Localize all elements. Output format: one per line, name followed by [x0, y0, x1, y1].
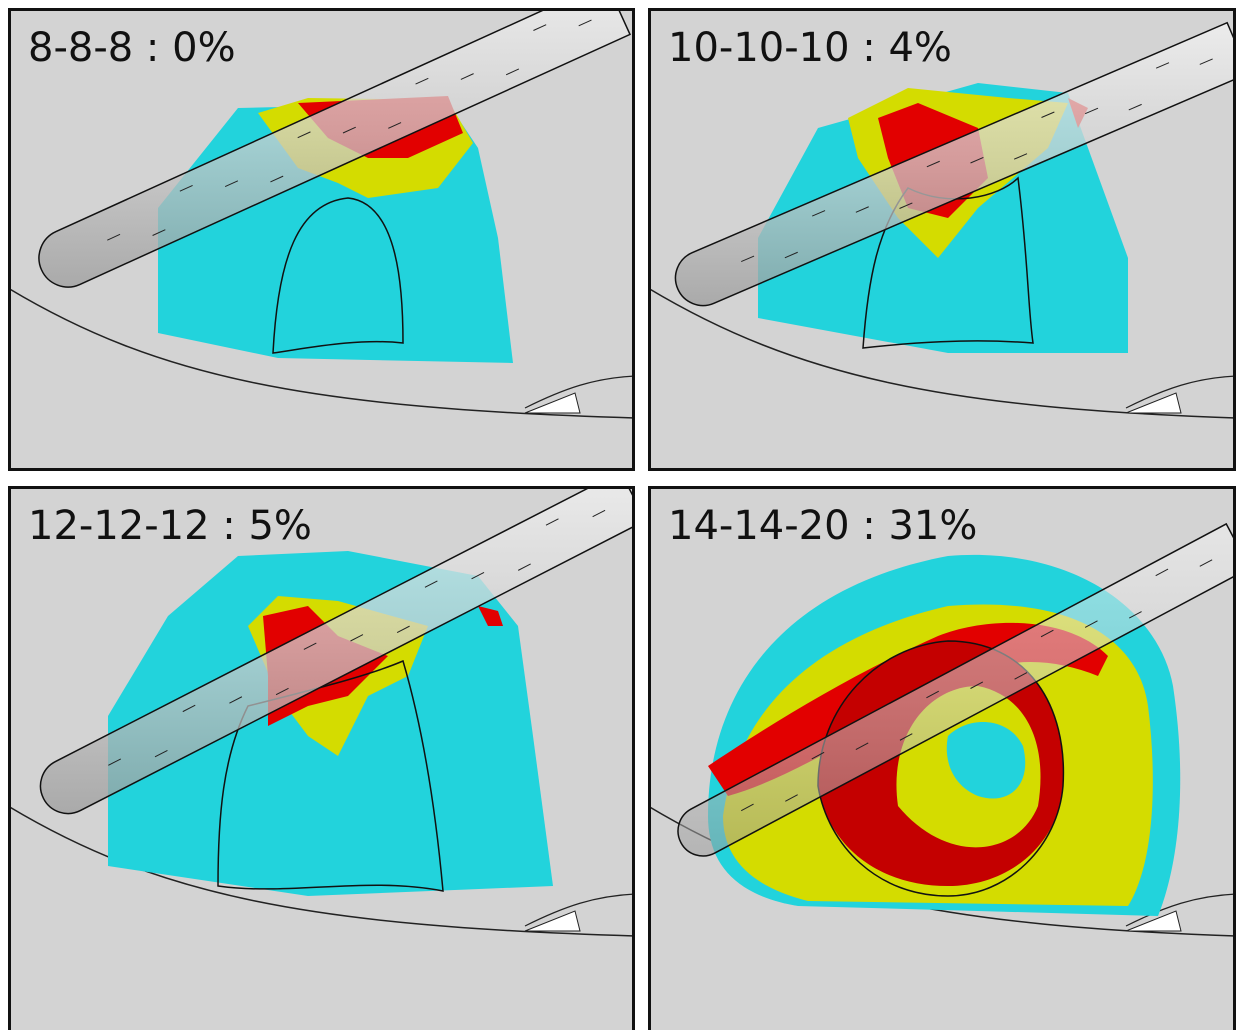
panel: 8-8-8 : 0% [8, 0, 635, 471]
panel-label: 14-14-20 : 31% [668, 503, 977, 549]
panel: 14-14-20 : 31% [648, 486, 1239, 1030]
panel-content [648, 486, 1239, 1030]
panel: 12-12-12 : 5% [8, 472, 646, 1030]
panel-label: 8-8-8 : 0% [28, 25, 236, 71]
panel-content [8, 472, 646, 1030]
panel-content [648, 8, 1239, 471]
panel: 10-10-10 : 4% [648, 8, 1239, 471]
panel-label: 10-10-10 : 4% [668, 25, 952, 71]
panel-label: 12-12-12 : 5% [28, 503, 312, 549]
figure: 8-8-8 : 0% 10-10-10 : 4% 12-12-12 : 5% 14-1… [0, 0, 1239, 1030]
